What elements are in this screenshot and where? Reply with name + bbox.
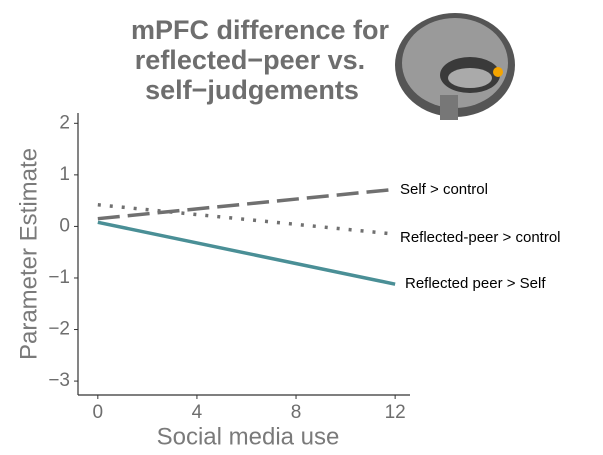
- x-tick-label: 12: [385, 402, 406, 423]
- x-axis-title: Social media use: [157, 423, 340, 450]
- series-label: Self > control: [400, 181, 488, 198]
- chart: mPFC difference for reflected−peer vs. s…: [0, 0, 603, 455]
- x-tick-label: 4: [192, 402, 203, 423]
- series-line: [98, 205, 395, 234]
- chart-title: mPFC difference for: [131, 15, 390, 45]
- series-line: [98, 222, 395, 284]
- x-tick-label: 8: [291, 402, 302, 423]
- y-tick-label: −1: [48, 267, 70, 288]
- series-label: Reflected-peer > control: [400, 229, 561, 246]
- y-tick-label: −2: [48, 319, 70, 340]
- x-tick-label: 0: [93, 402, 104, 423]
- chart-title: self−judgements: [145, 75, 359, 105]
- y-tick-label: −3: [48, 370, 70, 391]
- y-tick-label: 0: [59, 215, 70, 236]
- y-tick-label: 1: [59, 164, 70, 185]
- chart-title: reflected−peer vs.: [135, 45, 365, 75]
- y-axis-title: Parameter Estimate: [15, 148, 42, 360]
- y-tick-label: 2: [59, 112, 70, 133]
- series-line: [98, 189, 395, 218]
- series-label: Reflected peer > Self: [405, 275, 546, 292]
- brain-image: [392, 10, 515, 120]
